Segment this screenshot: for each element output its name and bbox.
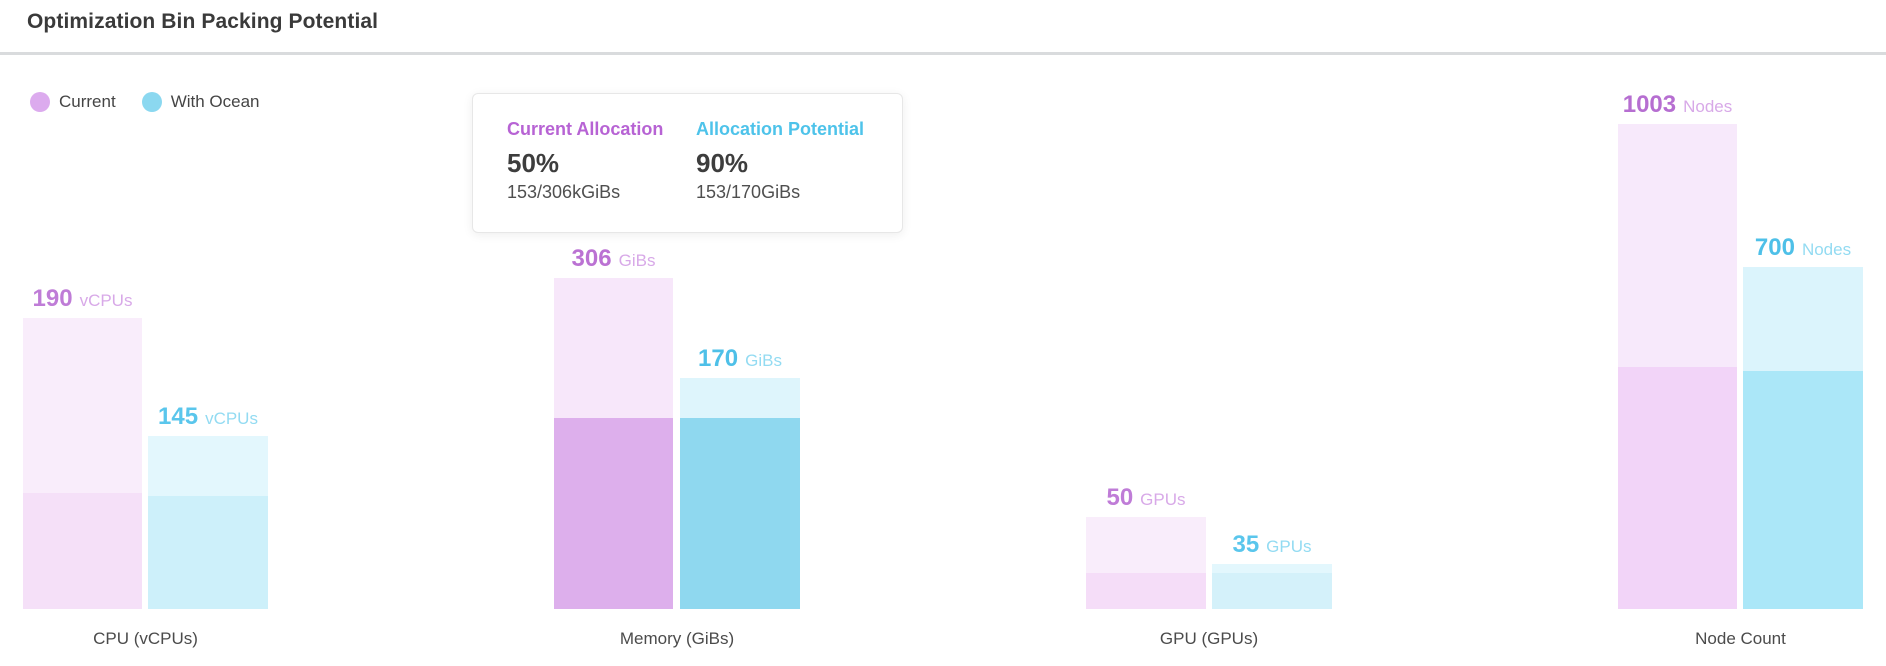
bar-unit: GPUs <box>1266 537 1312 556</box>
bar-unit: vCPUs <box>205 409 258 428</box>
bar-gpu-gpus-with-ocean[interactable] <box>1212 564 1332 609</box>
bar-gpu-gpus-current[interactable] <box>1086 517 1206 609</box>
bar-fill <box>1212 573 1332 609</box>
bar-cpu-vcpus-with-ocean[interactable] <box>148 436 268 609</box>
bar-value: 306 <box>571 245 612 272</box>
tooltip-allocation-potential-percent: 90% <box>696 148 749 178</box>
bar-value: 35 <box>1232 531 1260 558</box>
bar-label-gpu-gpus-current: 50 GPUs <box>1106 485 1185 511</box>
bar-value: 1003 <box>1622 91 1677 118</box>
bar-unit: GPUs <box>1140 490 1186 509</box>
chart-tooltip: Current Allocation 50% 153/306kGiBs Allo… <box>472 93 903 233</box>
bar-unit: Nodes <box>1801 240 1852 259</box>
bar-unit: Nodes <box>1683 97 1733 116</box>
bar-node-count-with-ocean[interactable] <box>1743 267 1863 609</box>
page-title: Optimization Bin Packing Potential <box>27 10 379 33</box>
legend-label-with-ocean: With Ocean <box>170 92 260 111</box>
bar-value: 50 <box>1106 484 1134 511</box>
tooltip-current-allocation-detail: 153/306kGiBs <box>507 182 621 202</box>
bar-node-count-current[interactable] <box>1618 124 1737 609</box>
bar-fill <box>1743 371 1863 609</box>
bar-unit: vCPUs <box>79 291 133 310</box>
tooltip-allocation-potential: Allocation Potential 90% 153/170GiBs <box>696 118 864 204</box>
bar-fill <box>1618 367 1737 609</box>
axis-label-node-count: Node Count <box>1695 629 1786 648</box>
axis-label-gpu-gpus: GPU (GPUs) <box>1159 629 1259 648</box>
tooltip-allocation-potential-header: Allocation Potential <box>696 119 865 139</box>
axis-label-cpu-vcpus: CPU (vCPUs) <box>93 629 198 648</box>
bar-value: 700 <box>1754 234 1795 261</box>
tooltip-current-allocation: Current Allocation 50% 153/306kGiBs <box>507 118 663 204</box>
tooltip-allocation-potential-detail: 153/170GiBs <box>696 182 801 202</box>
bar-value: 145 <box>158 403 199 430</box>
bar-cpu-vcpus-current[interactable] <box>23 318 142 609</box>
bar-label-memory-gibs-current: 306 GiBs <box>572 246 656 272</box>
bar-label-memory-gibs-with-ocean: 170 GiBs <box>698 346 782 372</box>
legend-swatch-with-ocean <box>141 92 162 112</box>
chart-legend: Current With Ocean <box>30 92 260 112</box>
axis-label-memory-gibs: Memory (GiBs) <box>619 629 735 648</box>
bar-label-cpu-vcpus-current: 190 vCPUs <box>33 286 133 312</box>
bar-unit: GiBs <box>618 251 656 270</box>
bar-value: 190 <box>32 285 73 312</box>
bar-label-cpu-vcpus-with-ocean: 145 vCPUs <box>158 404 258 430</box>
tooltip-current-allocation-header: Current Allocation <box>507 119 664 139</box>
bar-value: 170 <box>698 345 739 372</box>
bar-fill <box>1086 573 1206 609</box>
bar-memory-gibs-current[interactable] <box>554 278 673 609</box>
bar-label-node-count-current: 1003 Nodes <box>1623 92 1733 118</box>
legend-swatch-current <box>30 92 50 112</box>
bar-label-node-count-with-ocean: 700 Nodes <box>1755 235 1851 261</box>
bar-fill <box>148 496 268 609</box>
legend-item-with-ocean[interactable]: With Ocean <box>141 92 260 112</box>
bar-label-gpu-gpus-with-ocean: 35 GPUs <box>1232 532 1311 558</box>
tooltip-current-allocation-percent: 50% <box>507 148 560 178</box>
bar-fill <box>680 418 800 609</box>
bar-memory-gibs-with-ocean[interactable] <box>680 378 800 609</box>
bar-fill <box>554 418 673 609</box>
bar-unit: GiBs <box>745 351 782 370</box>
legend-item-current[interactable]: Current <box>30 92 116 112</box>
header-divider <box>0 52 1886 55</box>
bar-fill <box>23 493 142 609</box>
legend-label-current: Current <box>59 92 116 111</box>
